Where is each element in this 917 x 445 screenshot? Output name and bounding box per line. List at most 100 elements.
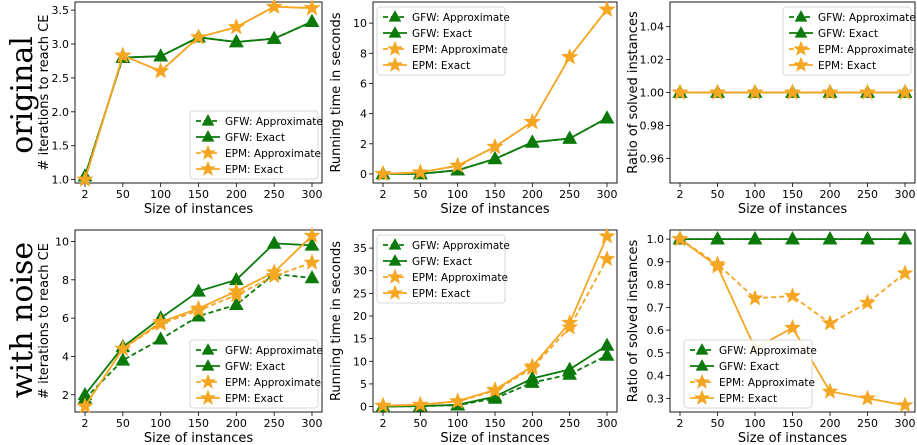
y-tick-label: 35 — [353, 242, 367, 255]
y-tick-label: 1.0 — [647, 233, 665, 246]
data-point — [304, 270, 320, 284]
data-point — [598, 250, 616, 267]
legend: GFW: Approximate GFW: Exact EPM: Approxima… — [782, 6, 916, 76]
x-tick-label: 250 — [559, 188, 580, 201]
data-point — [374, 165, 392, 182]
legend-label: EPM: Exact — [412, 288, 470, 300]
x-tick-label: 300 — [302, 417, 323, 430]
data-point — [561, 48, 579, 65]
data-point — [821, 83, 839, 100]
data-point — [897, 231, 913, 245]
legend-label: GFW: Approximate — [412, 240, 510, 252]
legend-marker — [794, 10, 808, 22]
x-tick-label: 200 — [226, 417, 247, 430]
y-tick-label: 3.0 — [52, 38, 70, 51]
y-axis-label: Running time in seconds — [329, 241, 344, 401]
legend-marker — [388, 238, 402, 250]
x-tick-label: 100 — [745, 417, 766, 430]
data-point — [821, 314, 839, 331]
legend-label: EPM: Approximate — [225, 148, 321, 160]
subplot-1: 2 50 100 150 200 250 3001.01.52.02.53.03.5Size… — [37, 0, 323, 217]
y-tick-label: 5 — [360, 378, 367, 391]
data-point — [561, 313, 579, 330]
y-tick-label: 3.5 — [52, 4, 70, 17]
x-tick-label: 200 — [820, 417, 841, 430]
legend-marker — [387, 40, 403, 56]
legend-marker — [201, 130, 215, 142]
legend-marker — [793, 40, 809, 56]
data-point — [747, 231, 763, 245]
y-axis-label: Ratio of solved instances — [626, 11, 641, 174]
data-point — [227, 282, 245, 299]
x-tick-label: 150 — [485, 188, 506, 201]
x-tick-label: 50 — [413, 417, 427, 430]
panels-group: 2 50 100 150 200 250 3001.01.52.02.53.03.5Size… — [37, 0, 916, 445]
legend-marker — [200, 373, 216, 389]
data-point — [304, 237, 320, 251]
data-point — [709, 83, 726, 100]
data-point — [115, 352, 131, 366]
data-point — [303, 226, 321, 243]
legend-label: EPM: Approximate — [719, 377, 815, 389]
data-point — [859, 83, 876, 100]
x-tick-label: 250 — [264, 417, 285, 430]
data-point — [411, 395, 429, 412]
legend-marker — [387, 268, 403, 284]
legend-marker — [388, 254, 402, 266]
data-point — [859, 389, 876, 406]
x-tick-label: 150 — [782, 188, 803, 201]
data-point — [374, 396, 392, 413]
x-tick-label: 100 — [150, 417, 171, 430]
x-axis-label: Size of instances — [440, 431, 550, 445]
legend-box — [782, 6, 912, 76]
x-tick-label: 100 — [447, 417, 468, 430]
data-point — [784, 83, 801, 100]
y-axis-label: # iterations to reach CE — [37, 243, 52, 399]
data-point — [486, 380, 504, 397]
data-point — [487, 151, 503, 165]
legend-marker — [387, 284, 403, 300]
y-tick-label: 1.04 — [640, 21, 665, 34]
y-tick-label: 20 — [353, 310, 367, 323]
legend-marker — [793, 56, 809, 72]
data-point — [266, 235, 282, 249]
data-point — [227, 18, 245, 35]
data-point — [671, 230, 689, 247]
data-point — [190, 28, 207, 45]
y-tick-label: 0.4 — [647, 370, 665, 383]
y-axis-label: # iterations to reach CE — [37, 15, 52, 171]
x-tick-label: 50 — [116, 188, 130, 201]
legend-label: GFW: Exact — [412, 256, 472, 268]
legend-label: EPM: Exact — [412, 60, 470, 72]
data-point — [709, 257, 726, 274]
x-axis-label: Size of instances — [144, 431, 254, 445]
legend: GFW: Approximate GFW: Exact EPM: Approxima… — [376, 234, 510, 304]
data-point — [265, 0, 283, 14]
x-tick-label: 300 — [895, 188, 916, 201]
legend-label: GFW: Approximate — [225, 345, 323, 357]
legend-label: GFW: Approximate — [412, 12, 510, 24]
x-tick-label: 300 — [597, 188, 618, 201]
data-point — [860, 231, 875, 245]
data-point — [486, 137, 504, 154]
y-tick-label: 6 — [62, 312, 69, 325]
x-tick-label: 50 — [116, 417, 130, 430]
y-tick-label: 0.5 — [647, 347, 665, 360]
legend-box — [189, 339, 319, 409]
legend-label: EPM: Exact — [719, 393, 777, 405]
legend-marker — [694, 373, 710, 389]
x-tick-label: 250 — [559, 417, 580, 430]
legend-marker — [201, 114, 215, 126]
legend-box — [189, 110, 319, 180]
x-tick-label: 150 — [782, 417, 803, 430]
legend-label: GFW: Exact — [225, 361, 285, 373]
data-point — [599, 110, 615, 124]
x-tick-label: 250 — [264, 188, 285, 201]
legend-label: GFW: Exact — [719, 361, 779, 373]
y-tick-label: 1.0 — [52, 174, 70, 187]
legend-marker — [201, 359, 215, 371]
legend-label: GFW: Exact — [225, 132, 285, 144]
legend-label: EPM: Exact — [818, 60, 876, 72]
y-tick-label: 30 — [353, 265, 367, 278]
y-tick-label: 10 — [353, 17, 367, 30]
